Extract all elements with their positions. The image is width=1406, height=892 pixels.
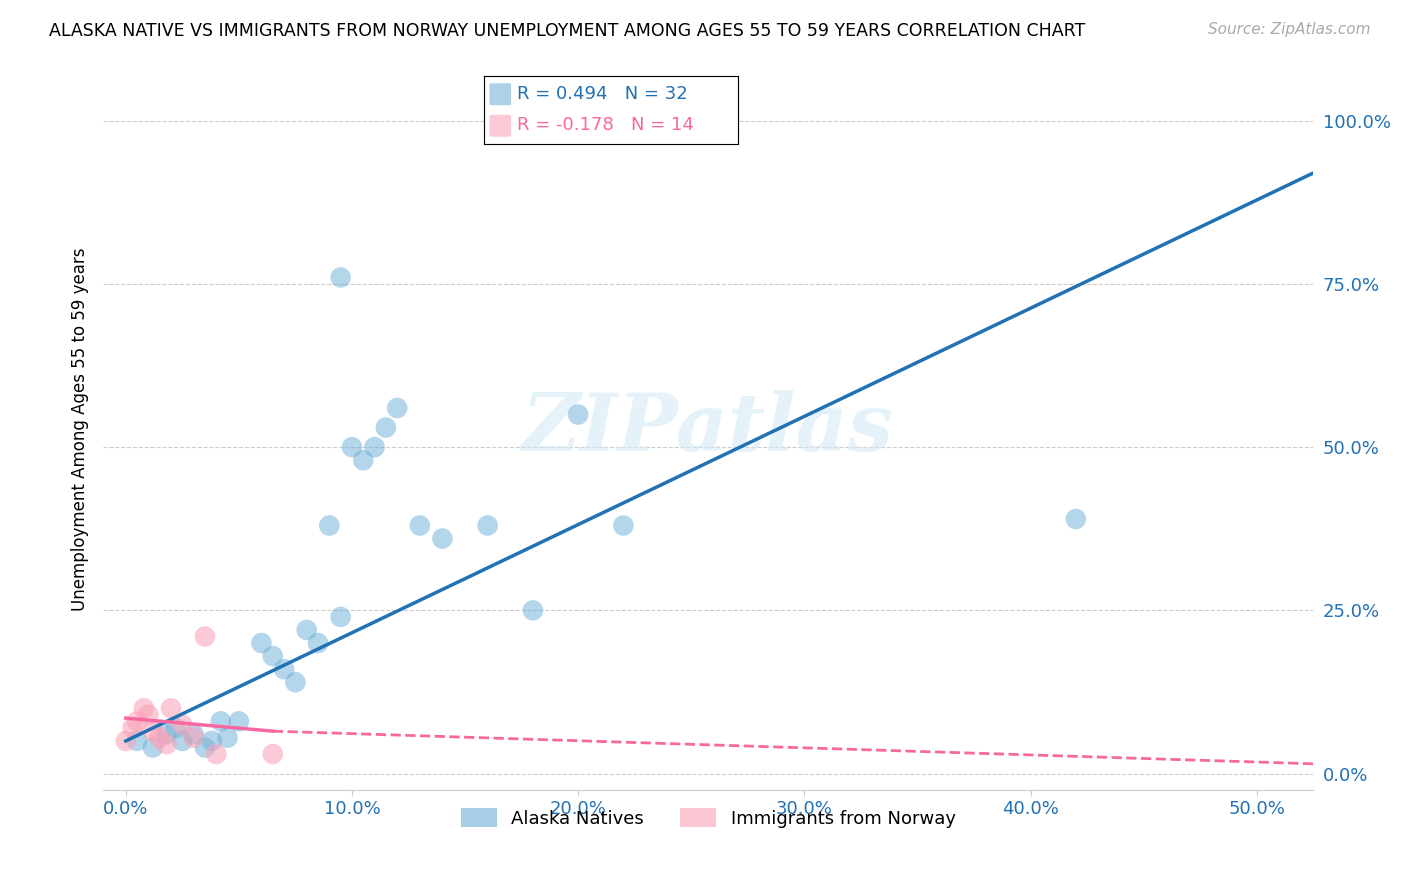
Point [262,649,284,664]
Text: Source: ZipAtlas.com: Source: ZipAtlas.com [1208,22,1371,37]
Point [318,518,340,533]
Point [149,731,172,745]
Point [172,717,194,731]
Point [165,721,187,735]
Point [138,707,160,722]
Point [363,440,385,454]
Point [385,401,408,415]
Point [125,734,148,748]
Point [432,532,454,546]
Point [183,731,205,745]
Point [409,518,432,533]
Text: ZIPatlas: ZIPatlas [522,391,894,468]
Point [155,737,177,751]
Point [114,734,136,748]
Point [329,610,352,624]
Point [273,662,295,676]
Point [1064,512,1087,526]
Point [155,727,177,741]
Point [194,630,217,644]
Point [142,724,165,739]
Point [329,270,352,285]
Point [160,701,183,715]
Point [125,714,148,729]
Point [567,408,589,422]
Point [183,727,205,741]
Point [477,518,499,533]
Point [172,734,194,748]
Point [307,636,329,650]
Point [612,518,634,533]
Point [217,731,239,745]
Point [121,721,143,735]
Point [374,420,396,434]
Legend: Alaska Natives, Immigrants from Norway: Alaska Natives, Immigrants from Norway [454,801,963,835]
Point [295,623,318,637]
Point [142,740,165,755]
Point [228,714,250,729]
Point [262,747,284,761]
Point [209,714,232,729]
Point [205,747,228,761]
Point [284,675,307,690]
Point [132,701,155,715]
Point [352,453,374,467]
Y-axis label: Unemployment Among Ages 55 to 59 years: Unemployment Among Ages 55 to 59 years [72,247,89,611]
Point [340,440,363,454]
Point [201,734,224,748]
Point [522,603,544,617]
Text: ALASKA NATIVE VS IMMIGRANTS FROM NORWAY UNEMPLOYMENT AMONG AGES 55 TO 59 YEARS C: ALASKA NATIVE VS IMMIGRANTS FROM NORWAY … [49,22,1085,40]
Point [250,636,273,650]
Point [194,740,217,755]
